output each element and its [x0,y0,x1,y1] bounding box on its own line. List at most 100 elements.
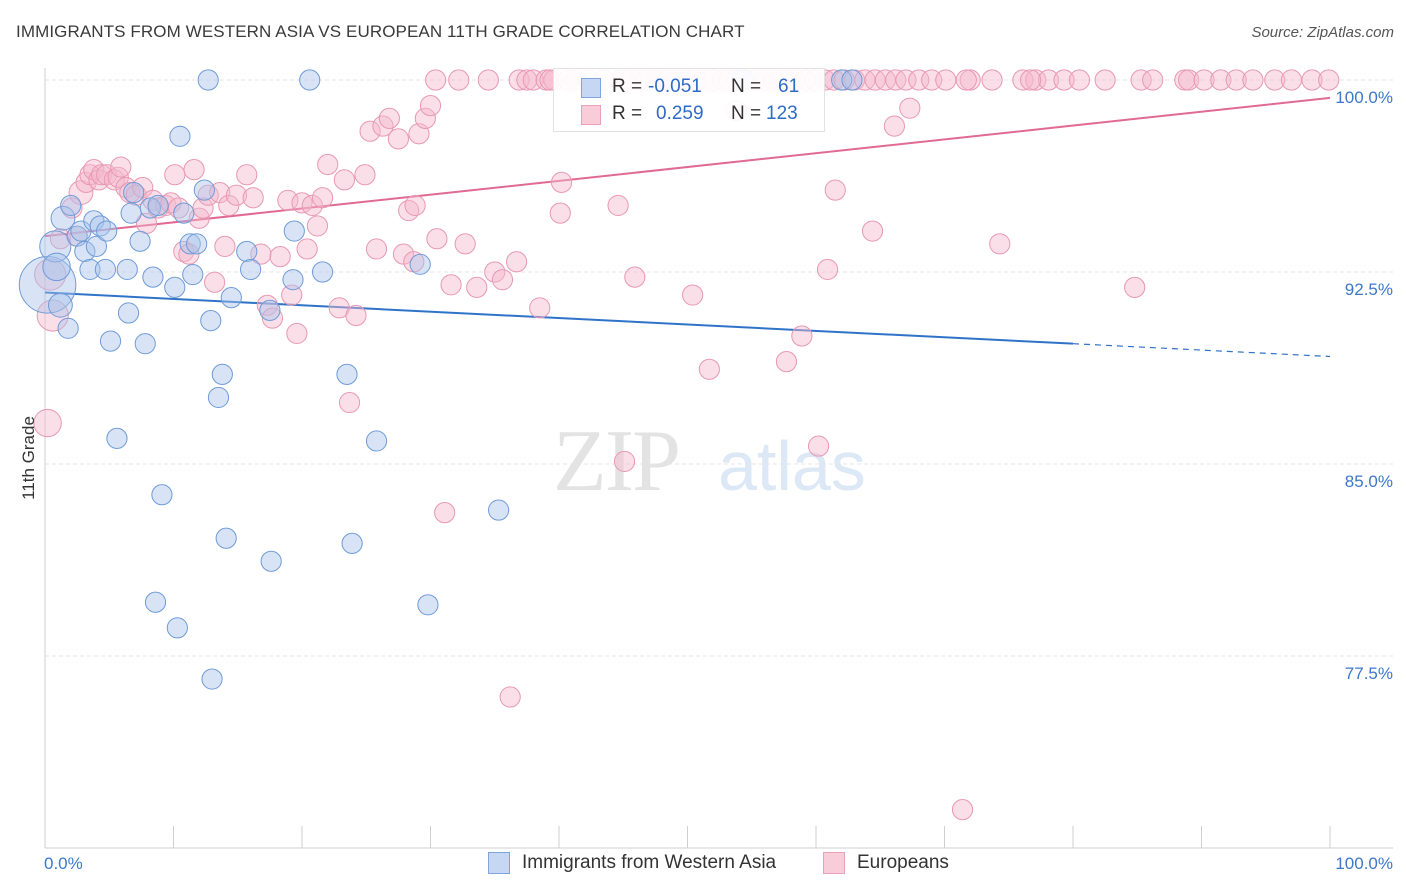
western-asia-point [50,205,76,231]
legend-blue-n-value: 61 [778,76,800,97]
western-asia-point [164,276,186,298]
watermark-zip: ZIP [553,413,679,510]
y-tick-label: 100.0% [1335,88,1393,107]
europeans-point [354,164,376,186]
western-asia-point [48,292,73,318]
europeans-point [899,97,921,119]
europeans-point [1264,69,1286,91]
western-asia-point [299,69,321,91]
legend-blue-r-label: R = [612,76,643,97]
western-asia-point [173,202,195,224]
europeans-trend-line [44,96,1331,238]
y-tick-labels: 100.0% 92.5% 85.0% 77.5% [1335,88,1393,683]
western-asia-point [211,363,233,385]
europeans-point [1012,69,1034,91]
europeans-point [236,164,258,186]
europeans-point [426,228,448,250]
europeans-point [90,164,113,186]
europeans-point [1053,69,1075,91]
europeans-point [359,120,381,142]
europeans-point [414,107,436,129]
y-tick-label: 92.5% [1345,280,1393,299]
western-asia-point [215,527,237,549]
europeans-point [824,179,846,201]
europeans-point [1142,69,1164,91]
y-tick-label: 77.5% [1345,664,1393,683]
europeans-point [895,69,917,91]
europeans-point [1301,69,1323,91]
europeans-point [404,194,426,217]
legend-item-europeans: Europeans [823,852,949,874]
europeans-point [791,325,813,347]
europeans-point [775,351,798,373]
europeans-point [164,164,186,186]
western-asia-point [166,617,188,639]
legend-pink-n-label: N = [731,103,762,124]
western-asia-point [96,220,118,242]
western-asia-point [207,386,230,409]
western-asia-point [139,197,161,219]
europeans-point [506,251,528,273]
western-asia-point [236,240,258,263]
europeans-point [387,128,409,150]
western-asia-point [142,266,164,288]
legend-swatch-pink [581,105,601,125]
chart-source: Source: ZipAtlas.com [1251,24,1394,41]
europeans-point [549,202,571,224]
legend-pink-r-label: R = [612,103,643,124]
europeans-point [613,450,636,473]
europeans-point [214,235,236,257]
europeans-point [529,297,551,319]
europeans-point [682,284,704,306]
europeans-point [516,69,538,91]
europeans-point [338,391,361,414]
europeans-point [816,258,839,281]
europeans-point [209,182,231,204]
western-asia-point [197,69,219,91]
western-asia-point [193,179,215,201]
western-asia-point [282,269,304,291]
western-asia-point [240,258,262,281]
europeans-point [491,269,514,291]
europeans-point [1025,69,1047,91]
western-asia-point [57,317,79,339]
legend-item-europeans-label: Europeans [857,852,949,873]
western-asia-point [336,363,358,385]
western-asia-point [283,220,305,242]
europeans-point [883,115,905,137]
western-asia-point [144,591,167,613]
europeans-point [306,215,329,237]
legend-item-europeans-swatch [823,852,845,874]
western-asia-point [488,499,510,521]
western-asia-point [120,202,142,224]
y-axis-label: 11th Grade [19,416,38,500]
europeans-point [261,307,284,329]
europeans-point [269,246,291,268]
western-asia-point [60,194,82,217]
europeans-point [49,228,72,250]
axes [44,68,1393,849]
western-asia-point [311,261,334,283]
europeans-point [1094,69,1116,91]
x-tick-label-end: 100.0% [1335,854,1393,873]
europeans-point [296,238,318,260]
legend-blue-r-value: -0.051 [648,76,702,97]
legend-row-pink: R = 0.259 N = 123 [554,101,824,127]
europeans-point [454,233,476,255]
europeans-point [434,502,456,524]
western-asia-point [151,484,173,506]
europeans-point [989,233,1011,255]
europeans-point [277,189,299,211]
europeans-point [935,69,957,91]
europeans-point [286,322,308,345]
europeans-point [291,192,313,214]
europeans-point [250,243,272,265]
europeans-point [1130,69,1152,91]
watermark-atlas: atlas [718,427,866,505]
western-asia-point [129,230,151,252]
europeans-point [33,408,62,438]
legend-blue-n-label: N = [731,76,762,97]
europeans-point [1124,276,1146,298]
legend-pink-n-value: 123 [766,103,798,124]
